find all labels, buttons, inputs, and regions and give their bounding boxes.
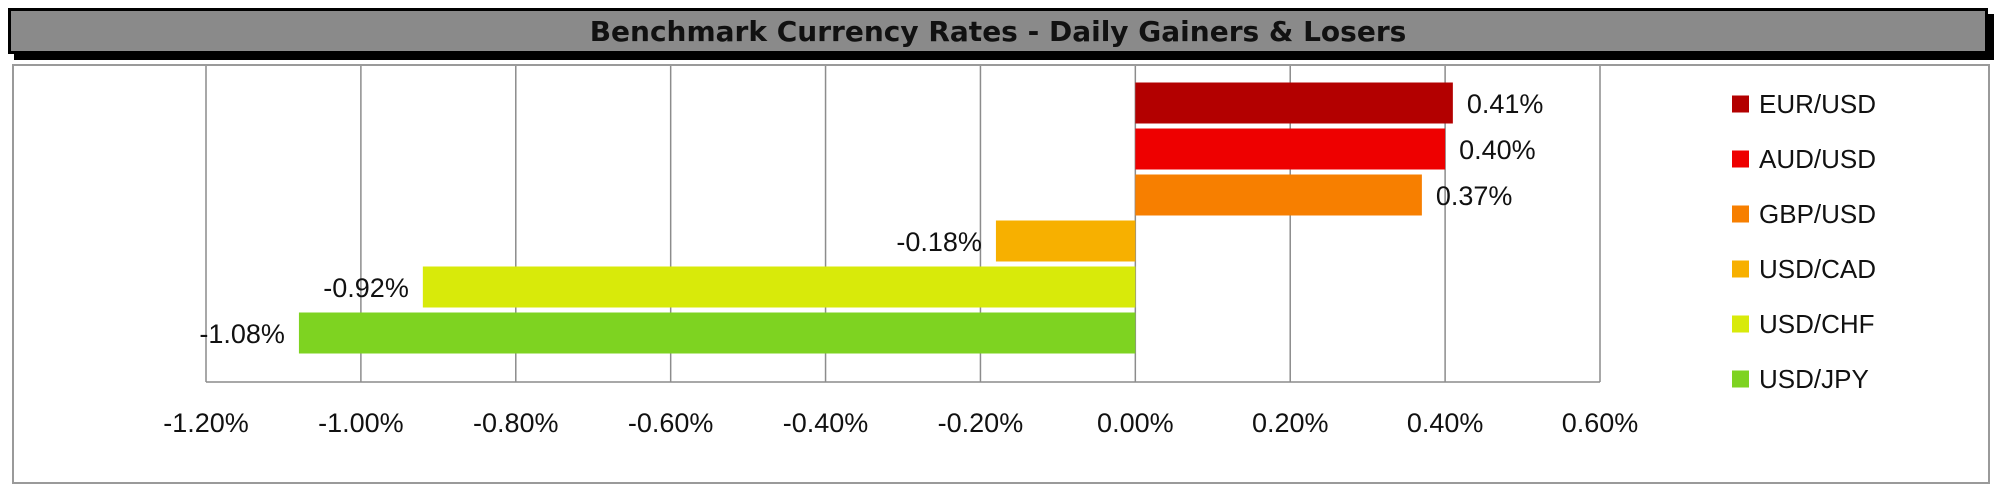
x-tick-label: 0.00%: [1097, 408, 1174, 438]
legend-label: GBP/USD: [1759, 199, 1876, 229]
chart-title-bar: Benchmark Currency Rates - Daily Gainers…: [8, 8, 1988, 54]
legend-swatch: [1732, 95, 1749, 113]
legend-label: USD/JPY: [1759, 364, 1869, 394]
x-tick-label: 0.40%: [1407, 408, 1484, 438]
bar-aud-usd: [1135, 128, 1446, 170]
chart-title: Benchmark Currency Rates - Daily Gainers…: [589, 14, 1407, 48]
data-label: -1.08%: [199, 319, 285, 349]
legend: EUR/USD AUD/USD GBP/USD USD/CAD USD/CHF USD/J…: [1732, 89, 1876, 394]
legend-swatch: [1732, 370, 1749, 388]
data-label: -0.18%: [896, 227, 982, 257]
legend-label: EUR/USD: [1759, 89, 1876, 119]
bar-usd-cad: [995, 220, 1136, 262]
gridlines: [205, 66, 1601, 383]
x-tick-label: 0.20%: [1252, 408, 1329, 438]
x-tick-label: -0.20%: [938, 408, 1024, 438]
x-tick-label: -0.80%: [473, 408, 559, 438]
legend-swatch: [1732, 205, 1749, 223]
x-tick-label: 0.60%: [1562, 408, 1639, 438]
x-tick-label: -1.00%: [318, 408, 404, 438]
data-label: 0.40%: [1459, 135, 1536, 165]
x-tick-label: -0.60%: [628, 408, 714, 438]
legend-label: AUD/USD: [1759, 144, 1876, 174]
bar-gbp-usd: [1135, 174, 1422, 216]
legend-label: USD/CHF: [1759, 309, 1875, 339]
bars: [298, 82, 1453, 354]
legend-swatch: [1732, 260, 1749, 278]
legend-swatch: [1732, 315, 1749, 333]
data-label: -0.92%: [323, 273, 409, 303]
data-label: 0.41%: [1467, 89, 1544, 119]
bar-usd-jpy: [298, 312, 1136, 354]
bar-chart: 0.41% 0.40% 0.37% -0.18% -0.92% -1.08% -1.20%…: [163, 66, 1876, 438]
x-tick-label: -0.40%: [783, 408, 869, 438]
chart-area: 0.41% 0.40% 0.37% -0.18% -0.92% -1.08% -1.20%…: [12, 64, 1990, 484]
bar-eur-usd: [1135, 82, 1453, 124]
x-tick-label: -1.20%: [163, 408, 249, 438]
bar-usd-chf: [422, 266, 1136, 308]
data-labels: 0.41% 0.40% 0.37% -0.18% -0.92% -1.08%: [199, 89, 1543, 349]
data-label: 0.37%: [1436, 181, 1513, 211]
legend-label: USD/CAD: [1759, 254, 1876, 284]
legend-swatch: [1732, 150, 1749, 168]
x-axis-ticks: -1.20% -1.00% -0.80% -0.60% -0.40% -0.20% 0.00…: [163, 408, 1638, 438]
